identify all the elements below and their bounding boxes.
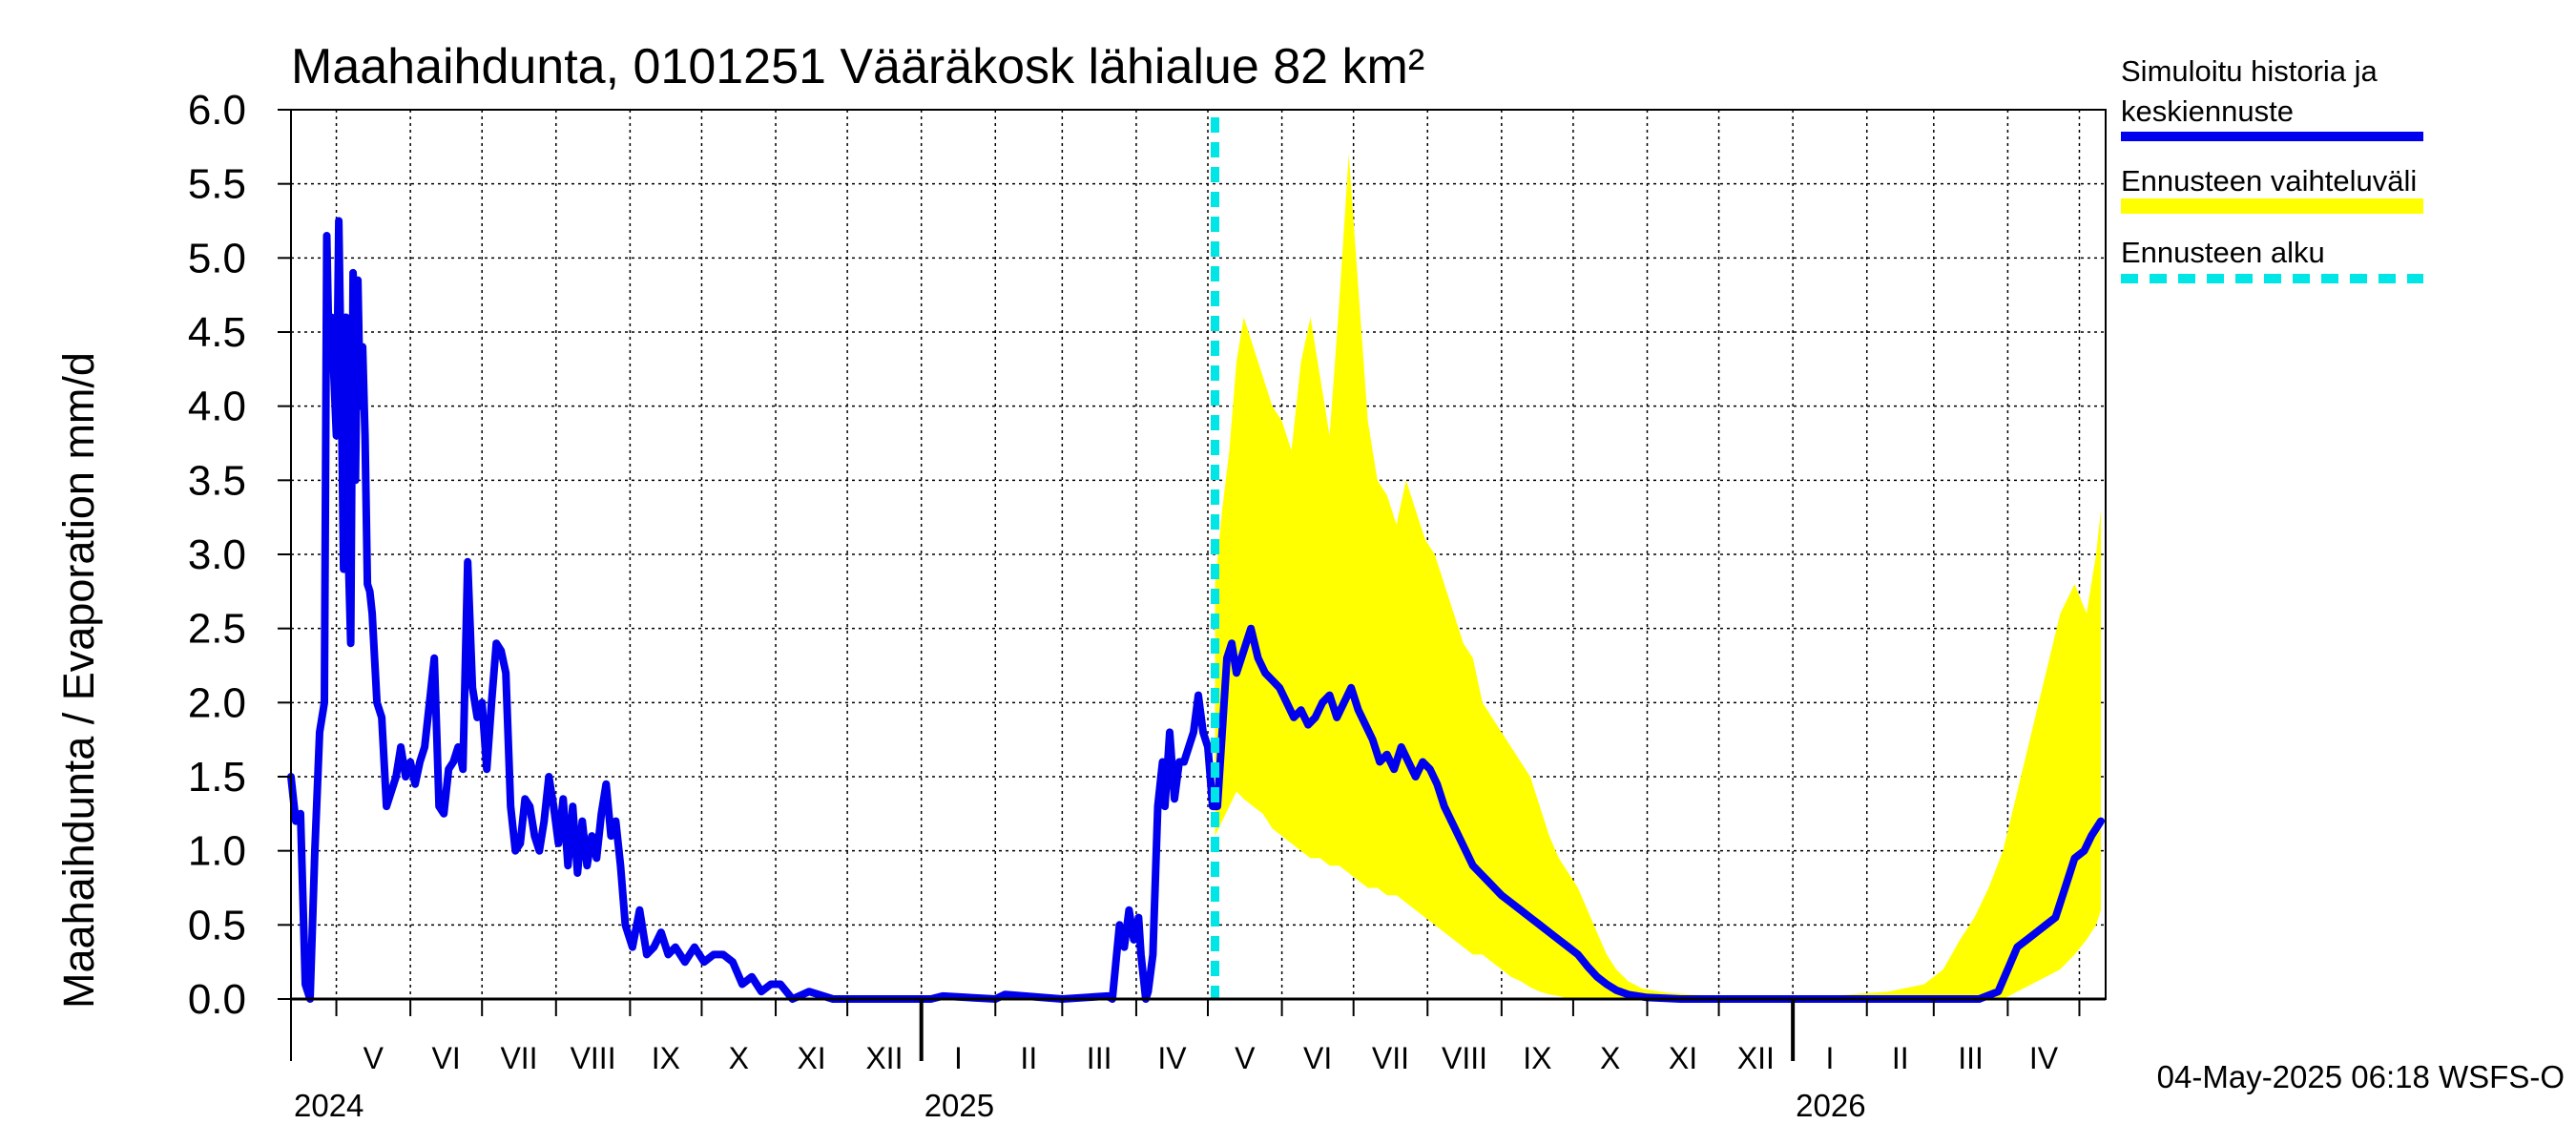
y-tick-label: 2.5 — [188, 606, 246, 653]
y-tick-label: 1.0 — [188, 828, 246, 875]
month-label: IV — [2029, 1041, 2059, 1075]
legend: Simuloitu historia ja keskiennuste Ennus… — [2121, 54, 2423, 283]
month-label: X — [729, 1041, 749, 1075]
month-label: VII — [1372, 1041, 1409, 1075]
month-label: III — [1087, 1041, 1112, 1075]
month-label: VIII — [1442, 1041, 1487, 1075]
month-label: IX — [652, 1041, 680, 1075]
month-label: VII — [500, 1041, 537, 1075]
y-tick-label: 4.5 — [188, 309, 246, 356]
plot-border — [290, 109, 2107, 1000]
month-label: IX — [1523, 1041, 1551, 1075]
y-tick-label: 0.0 — [188, 976, 246, 1023]
y-axis-ticks: 0.0 0.5 1.0 1.5 2.0 2.5 3.0 3.5 4.0 4.5 5.0 5.5 6.0 — [188, 87, 291, 1023]
grid-lines — [291, 110, 2106, 999]
simulated-line — [287, 217, 2105, 1003]
y-tick-label: 5.0 — [188, 235, 246, 281]
month-label: V — [1235, 1041, 1256, 1075]
y-axis-label: Maahaihdunta / Evaporation mm/d — [54, 352, 103, 1009]
footer-timestamp: 04-May-2025 06:18 WSFS-O — [2157, 1059, 2565, 1094]
y-tick-label: 3.5 — [188, 457, 246, 504]
y-tick-label: 1.5 — [188, 754, 246, 801]
legend-label-simulated-line2: keskiennuste — [2121, 94, 2294, 128]
month-label: II — [1892, 1041, 1909, 1075]
forecast-range-area — [1215, 154, 2101, 1000]
legend-label-forecast-start: Ennusteen alku — [2121, 236, 2325, 269]
month-label: VI — [432, 1041, 461, 1075]
x-axis: V VI VII VIII IX X XI XII I II III IV V VI VII VIII IX X X… — [290, 999, 2081, 1123]
legend-label-range: Ennusteen vaihteluväli — [2121, 164, 2417, 198]
month-label: VI — [1303, 1041, 1332, 1075]
y-tick-label: 5.5 — [188, 161, 246, 208]
y-tick-label: 6.0 — [188, 87, 246, 134]
month-label: I — [954, 1041, 963, 1075]
month-label: XII — [1737, 1041, 1775, 1075]
y-tick-label: 4.0 — [188, 384, 246, 430]
year-label: 2025 — [924, 1088, 994, 1123]
chart-title: Maahaihdunta, 0101251 Vääräkosk lähialue… — [291, 39, 1424, 94]
forecast-range-band — [1215, 154, 2101, 1000]
month-label: XI — [1669, 1041, 1697, 1075]
y-tick-label: 2.0 — [188, 679, 246, 726]
y-tick-label: 3.0 — [188, 531, 246, 578]
year-label: 2026 — [1796, 1088, 1865, 1123]
month-label: XI — [797, 1041, 825, 1075]
y-tick-label: 0.5 — [188, 902, 246, 948]
month-label: X — [1600, 1041, 1620, 1075]
month-label: I — [1826, 1041, 1835, 1075]
year-label: 2024 — [294, 1088, 364, 1123]
simulated-series — [287, 217, 2105, 1003]
month-label: VIII — [571, 1041, 616, 1075]
plot-frame — [290, 109, 2107, 1001]
month-label: XII — [865, 1041, 903, 1075]
month-label: II — [1020, 1041, 1037, 1075]
legend-label-simulated: Simuloitu historia ja — [2121, 54, 2379, 88]
month-label: IV — [1157, 1041, 1187, 1075]
month-label: III — [1958, 1041, 1984, 1075]
month-label: V — [364, 1041, 384, 1075]
